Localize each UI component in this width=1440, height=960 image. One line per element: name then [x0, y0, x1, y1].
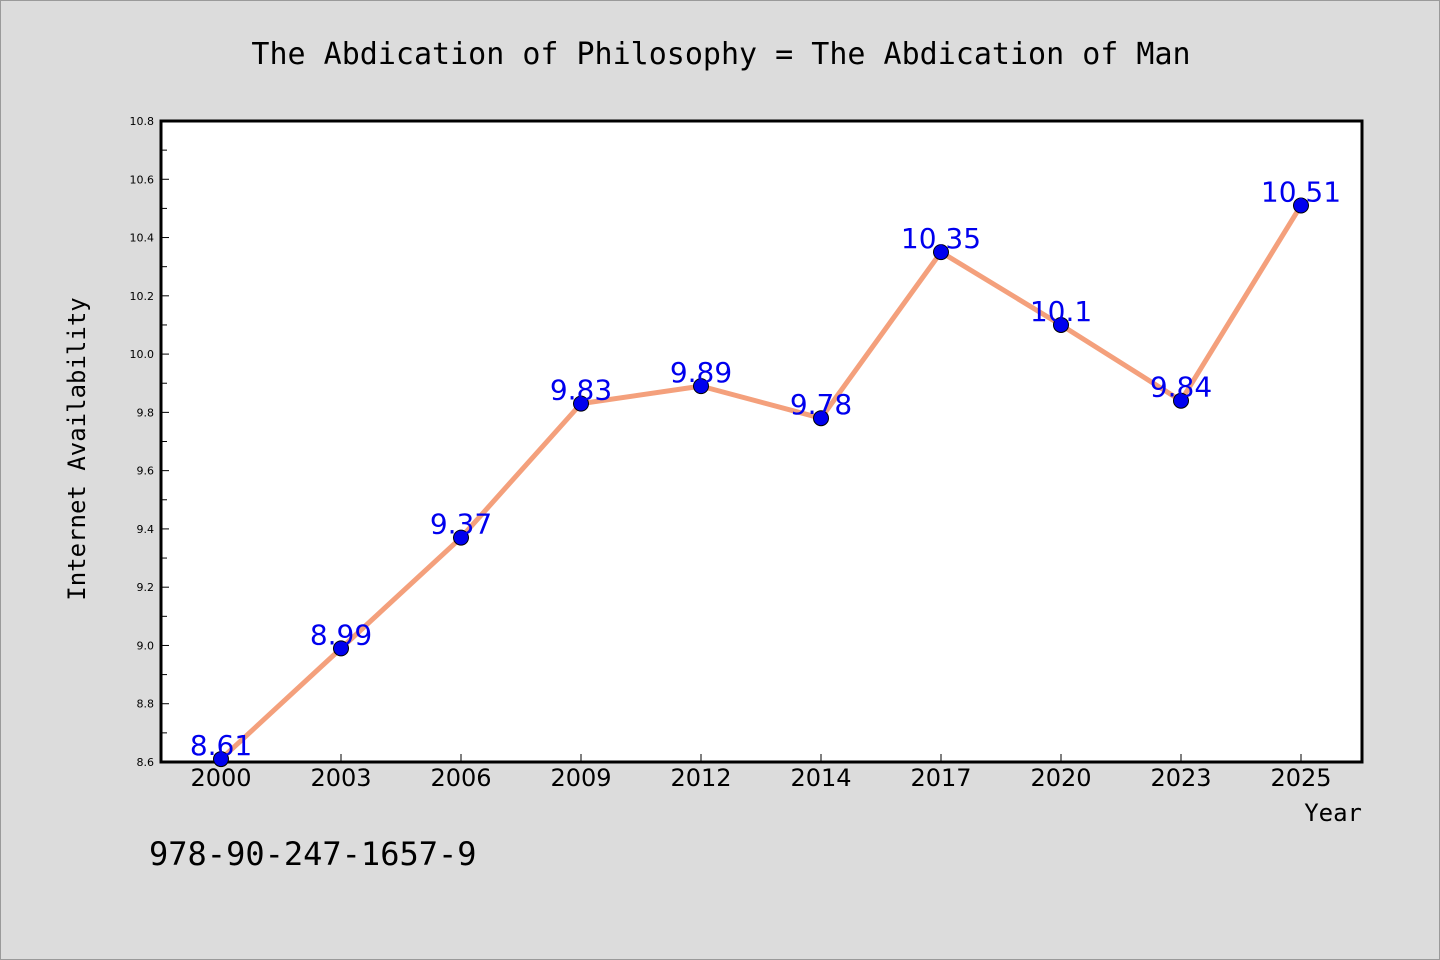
- data-label: 10.51: [1261, 175, 1341, 208]
- data-point: [933, 244, 949, 261]
- data-point: [573, 395, 589, 412]
- data-label: 8.99: [310, 618, 372, 651]
- x-tick-label: 2023: [1150, 764, 1211, 792]
- data-label: 10.35: [901, 222, 981, 255]
- series-line: [218, 202, 1304, 762]
- data-label-layer: 8.61 8.99 9.37 9.83 9.89 9.78 10.35 10.1 9.84 10.…: [190, 175, 1341, 762]
- data-label: 9.89: [670, 356, 732, 389]
- data-point: [333, 640, 349, 657]
- x-tick-label: 2014: [790, 764, 851, 792]
- data-point: [1173, 392, 1189, 409]
- series-layer: [213, 197, 1309, 768]
- y-tick-label: 9.0: [137, 639, 155, 652]
- data-label: 9.37: [430, 508, 492, 541]
- y-tick-label: 10.0: [130, 348, 155, 361]
- x-tick-label: 2006: [430, 764, 491, 792]
- data-point: [453, 529, 469, 546]
- x-tick-label: 2020: [1030, 764, 1091, 792]
- data-point: [1053, 316, 1069, 333]
- y-tick-label: 8.6: [137, 756, 155, 769]
- x-tick-label: 2012: [670, 764, 731, 792]
- x-tick-label: 2025: [1270, 764, 1331, 792]
- y-tick-label: 10.4: [130, 232, 155, 245]
- isbn-text: 978-90-247-1657-9: [149, 835, 477, 873]
- y-tick-label: 10.6: [130, 173, 155, 186]
- x-axis-label: Year: [1304, 799, 1362, 827]
- data-point: [213, 751, 229, 768]
- data-label: 8.61: [190, 729, 252, 762]
- plot-area: [159, 119, 1364, 764]
- x-axis: 2000 2003 2006 2009 2012 2014 2017 2020 2023 2025: [190, 754, 1332, 792]
- x-tick-label: 2000: [190, 764, 251, 792]
- y-tick-label: 10.2: [130, 290, 155, 303]
- x-tick-label: 2017: [910, 764, 971, 792]
- y-tick-label: 9.2: [137, 581, 155, 594]
- y-tick-label: 9.4: [137, 523, 155, 536]
- x-tick-label: 2009: [550, 764, 611, 792]
- y-axis-label: Internet Availability: [63, 297, 91, 600]
- data-label: 9.83: [550, 374, 612, 407]
- x-tick-label: 2003: [310, 764, 371, 792]
- y-tick-label: 9.6: [137, 465, 155, 478]
- data-point: [813, 410, 829, 427]
- y-tick-label: 8.8: [137, 698, 155, 711]
- data-label: 9.84: [1150, 371, 1212, 404]
- y-axis: 8.6 8.8 9.0 9.2 9.4 9.6 9.8 10.0 10.2 10.4 10.6 10.…: [130, 115, 169, 769]
- y-tick-label: 10.8: [130, 115, 155, 128]
- data-point: [1293, 197, 1309, 214]
- y-tick-label: 9.8: [137, 406, 155, 419]
- data-label: 9.78: [790, 388, 852, 421]
- chart-title: The Abdication of Philosophy = The Abdic…: [251, 37, 1190, 72]
- data-label: 10.1: [1030, 295, 1092, 328]
- data-point: [693, 378, 709, 395]
